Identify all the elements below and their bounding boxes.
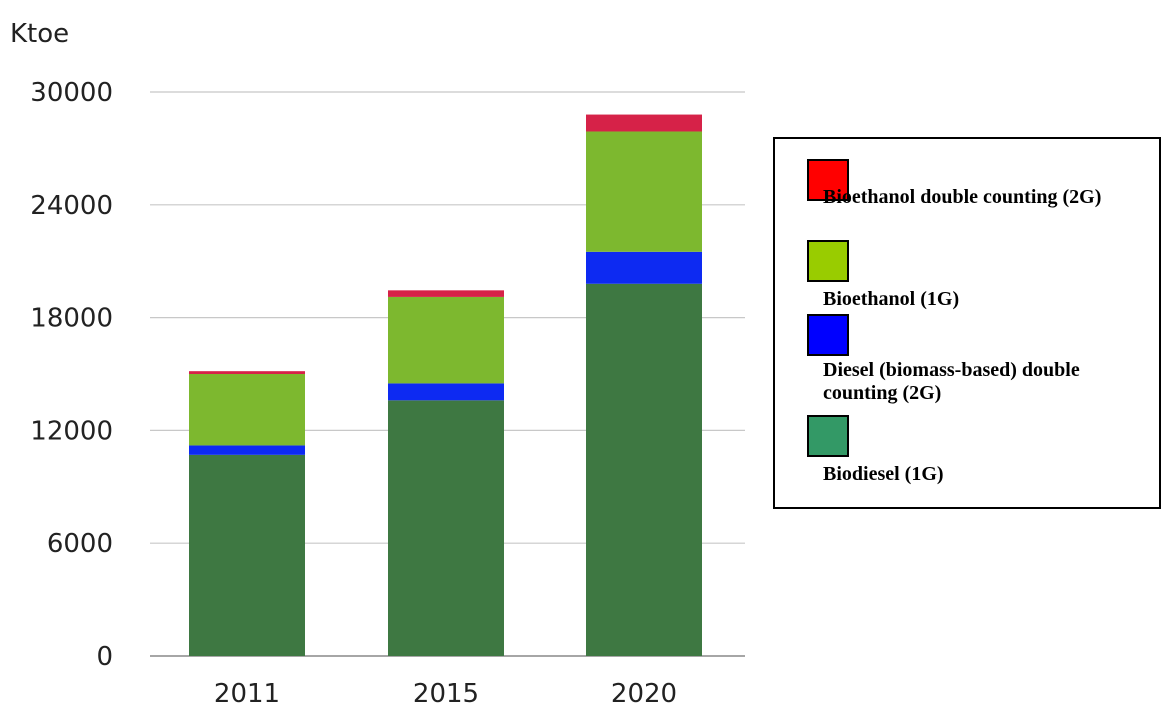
y-tick-label: 24000 [30,191,113,221]
y-axis-unit-label: Ktoe [10,19,69,49]
legend-label-biodiesel-1g: Biodiesel (1G) [823,463,944,485]
bar-segment [189,445,305,455]
bar-segment [388,296,504,384]
legend-swatch-bioethanol-1g [807,240,849,282]
bar-segment [388,383,504,401]
bar-segment [586,251,702,284]
y-axis-ticks: 0 6000 12000 18000 24000 30000 [30,78,113,672]
legend-swatch-biodiesel-1g [807,415,849,457]
legend: Bioethanol double counting (2G) Bioethan… [773,137,1161,509]
legend-label-bioethanol-2g: Bioethanol double counting (2G) [823,186,1102,208]
legend-label-diesel-2g: Diesel (biomass-based) double counting (… [823,359,1080,404]
y-tick-label: 0 [96,642,113,672]
y-tick-label: 12000 [30,416,113,446]
bar-segment [189,454,305,656]
bar-segment [586,283,702,656]
legend-label-bioethanol-1g: Bioethanol (1G) [823,288,960,310]
bar-segment [586,131,702,252]
bars [189,114,702,656]
bar-segment [586,114,702,132]
legend-swatch-bioethanol-2g [807,159,849,201]
x-tick-label: 2011 [214,679,280,709]
bar-segment [388,290,504,297]
x-tick-label: 2015 [413,679,479,709]
y-tick-label: 18000 [30,304,113,334]
bar-segment [189,371,305,374]
x-tick-label: 2020 [611,679,677,709]
y-tick-label: 30000 [30,78,113,108]
y-tick-label: 6000 [47,529,113,559]
bar-segment [388,400,504,656]
bar-segment [189,374,305,446]
legend-swatch-diesel-2g [807,314,849,356]
x-axis-ticks: 2011 2015 2020 [214,679,677,709]
